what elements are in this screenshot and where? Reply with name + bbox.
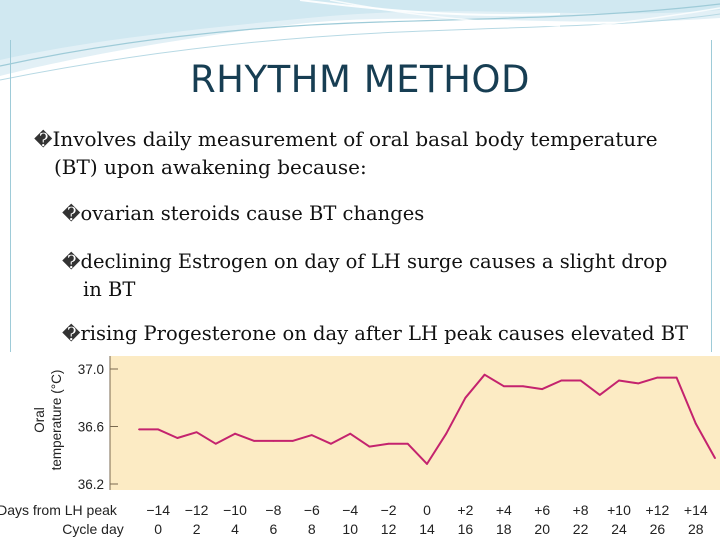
- x-tick-label-days-from-lh: −8: [265, 502, 281, 518]
- x-tick-label-days-from-lh: +12: [646, 502, 670, 518]
- x-tick-label-cycle-day: 8: [308, 521, 316, 537]
- x-tick-label-days-from-lh: −4: [342, 502, 358, 518]
- data-point: [349, 432, 352, 435]
- data-point: [387, 442, 390, 445]
- x-tick-label-cycle-day: 0: [154, 521, 162, 537]
- data-point: [291, 439, 294, 442]
- slide-frame: [10, 40, 712, 530]
- data-point: [138, 428, 140, 431]
- data-point: [502, 385, 505, 388]
- x-tick-label-cycle-day: 28: [688, 521, 704, 537]
- x-tick-label-days-from-lh: −10: [223, 502, 247, 518]
- slide-title: RHYTHM METHOD: [189, 58, 531, 101]
- x-tick-label-days-from-lh: 0: [423, 502, 431, 518]
- x-tick-label-days-from-lh: −12: [185, 502, 209, 518]
- bullet-3: �declining Estrogen on day of LH surge c…: [62, 248, 702, 303]
- data-point: [368, 445, 371, 448]
- data-point: [522, 385, 524, 388]
- x-tick-label-cycle-day: 12: [381, 521, 397, 537]
- data-point: [598, 393, 601, 396]
- data-point: [579, 379, 582, 382]
- x-axis-label-days-from-lh: Days from LH peak: [0, 502, 118, 518]
- x-tick-label-cycle-day: 6: [270, 521, 278, 537]
- bullet-glyph: �: [62, 252, 81, 273]
- x-tick-label-cycle-day: 16: [458, 521, 474, 537]
- y-tick-label: 37.0: [78, 362, 104, 377]
- x-tick-label-days-from-lh: +2: [457, 502, 473, 518]
- bbt-chart: Oral temperature (°C) 37.0 36.6 36.2 Days …: [0, 352, 720, 540]
- data-point: [406, 442, 409, 445]
- data-point: [560, 379, 563, 382]
- data-point: [464, 396, 467, 399]
- y-tick-label: 36.2: [78, 477, 104, 492]
- x-tick-label-days-from-lh: −14: [146, 502, 170, 518]
- x-tick-label-cycle-day: 14: [419, 521, 435, 537]
- bullet-2: �ovarian steroids cause BT changes: [62, 200, 702, 228]
- bullet-4-line1: rising Progesterone on day after LH peak…: [80, 322, 689, 345]
- bullet-glyph: �: [62, 204, 81, 225]
- data-point: [541, 388, 544, 391]
- y-axis-label-line2: temperature (°C): [49, 370, 64, 471]
- bullet-1: �Involves daily measurement of oral basa…: [34, 126, 694, 181]
- data-point: [618, 379, 620, 382]
- data-point: [214, 442, 217, 445]
- x-tick-label-days-from-lh: −6: [304, 502, 320, 518]
- bullet-glyph: �: [62, 324, 81, 345]
- data-point: [694, 422, 697, 425]
- x-tick-label-cycle-day: 4: [231, 521, 239, 537]
- x-tick-label-cycle-day: 20: [534, 521, 550, 537]
- bullet-glyph: �: [34, 130, 53, 151]
- bullet-2-line1: ovarian steroids cause BT changes: [80, 202, 425, 225]
- x-tick-label-days-from-lh: +14: [684, 502, 708, 518]
- data-point: [234, 432, 236, 435]
- data-point: [253, 439, 256, 442]
- x-tick-label-cycle-day: 24: [611, 521, 627, 537]
- x-tick-label-days-from-lh: +10: [607, 502, 631, 518]
- data-point: [157, 428, 160, 431]
- x-tick-label-cycle-day: 26: [650, 521, 666, 537]
- data-point: [675, 376, 678, 379]
- bullet-1-line2: (BT) upon awakening because:: [54, 155, 367, 179]
- data-point: [330, 442, 332, 445]
- x-tick-label-days-from-lh: +8: [573, 502, 589, 518]
- y-tick-label: 36.6: [78, 420, 104, 435]
- data-point: [445, 432, 448, 435]
- x-tick-label-cycle-day: 2: [193, 521, 201, 537]
- data-point: [176, 437, 179, 439]
- data-point: [426, 462, 428, 465]
- bullet-3-line2: in BT: [83, 278, 136, 301]
- data-point: [195, 431, 198, 434]
- bullet-4: �rising Progesterone on day after LH pea…: [62, 320, 702, 348]
- x-tick-label-cycle-day: 22: [573, 521, 589, 537]
- plot-background: [110, 356, 720, 490]
- data-point: [656, 376, 659, 379]
- x-tick-label-days-from-lh: −2: [381, 502, 397, 518]
- data-point: [272, 439, 275, 442]
- data-point: [714, 457, 716, 460]
- x-tick-label-days-from-lh: +4: [496, 502, 512, 518]
- bullet-1-line1: Involves daily measurement of oral basal…: [52, 127, 658, 151]
- x-tick-label-cycle-day: 18: [496, 521, 512, 537]
- x-axis-label-cycle-day: Cycle day: [62, 521, 123, 537]
- y-axis-label-line1: Oral: [32, 407, 47, 433]
- data-point: [310, 434, 313, 437]
- x-tick-label-cycle-day: 10: [342, 521, 358, 537]
- data-point: [637, 382, 640, 385]
- x-tick-label-days-from-lh: +6: [534, 502, 550, 518]
- data-point: [483, 373, 486, 376]
- bullet-3-line1: declining Estrogen on day of LH surge ca…: [80, 250, 668, 273]
- wave-decoration: [0, 0, 720, 81]
